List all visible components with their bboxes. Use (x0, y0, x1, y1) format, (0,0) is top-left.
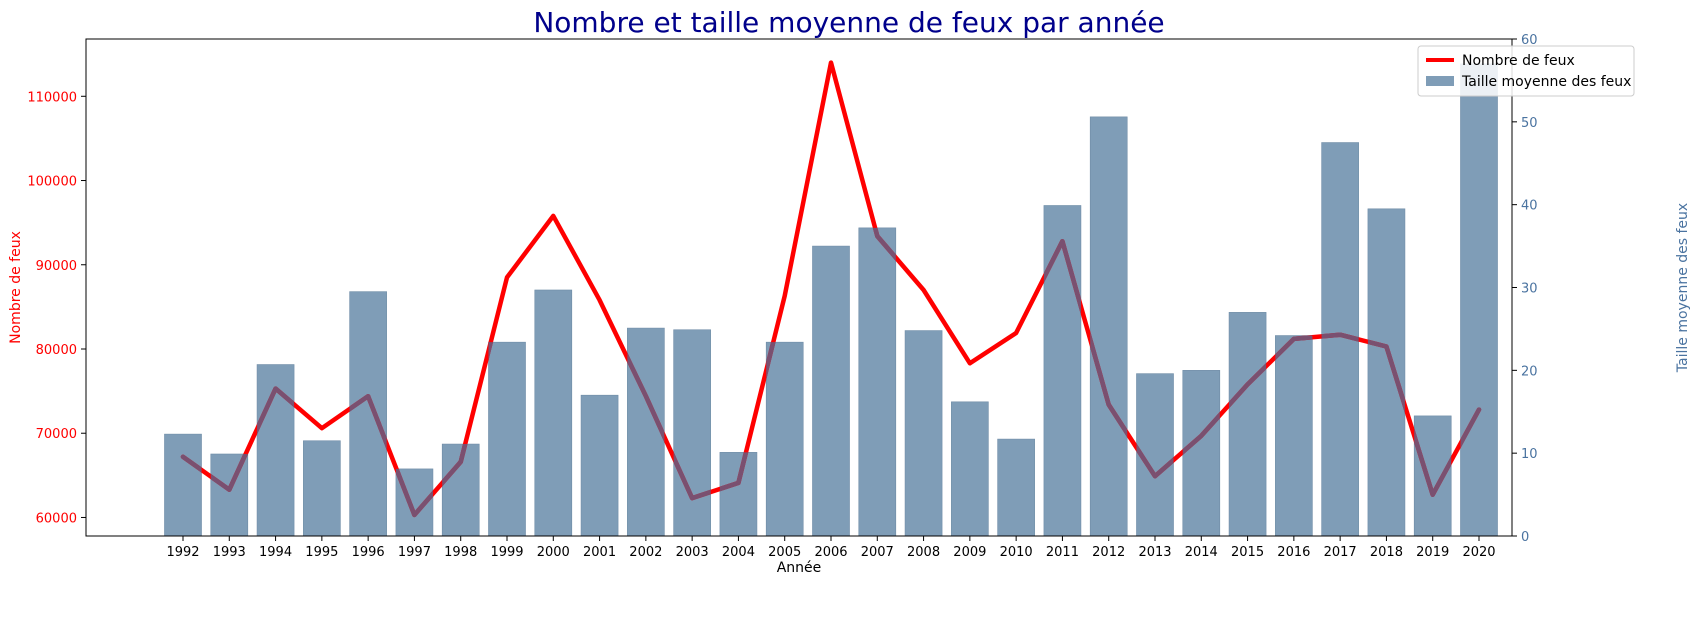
y-axis-right: 0 10 20 30 40 50 60 (1512, 33, 1538, 545)
x-tick-label: 1995 (305, 545, 338, 560)
x-tick-label: 2005 (768, 545, 801, 560)
chart-title: Nombre et taille moyenne de feux par ann… (533, 6, 1164, 39)
y-left-tick-label: 70000 (36, 427, 77, 442)
bar (488, 341, 526, 537)
x-tick-label: 2017 (1324, 545, 1357, 560)
line-bar-overlay (180, 227, 1482, 518)
y-left-tick-label: 90000 (36, 259, 77, 274)
x-tick-label: 2015 (1231, 545, 1264, 560)
x-tick-label: 2002 (629, 545, 662, 560)
bar (349, 291, 387, 537)
x-axis: 1992 1993 1994 1995 1996 1997 1998 1999 2000 2001… (166, 536, 1496, 560)
x-tick-label: 2019 (1416, 545, 1449, 560)
x-axis-label: Année (777, 560, 822, 576)
x-tick-label: 1999 (490, 545, 523, 560)
x-tick-label: 1997 (398, 545, 431, 560)
bar (1367, 208, 1406, 537)
bar (1182, 370, 1221, 537)
x-tick-label: 2020 (1462, 545, 1495, 560)
x-tick-label: 2003 (676, 545, 709, 560)
y-right-tick-label: 0 (1521, 530, 1529, 545)
x-tick-label: 1992 (166, 545, 199, 560)
y-axis-right-label: Taille moyenne des feux (1675, 203, 1691, 373)
bar (673, 329, 711, 537)
bar (1275, 335, 1313, 537)
line-segment-over-bar (395, 468, 433, 518)
x-tick-label: 2000 (537, 545, 570, 560)
x-tick-label: 2011 (1046, 545, 1079, 560)
line-segment-over-bar (1229, 363, 1267, 409)
y-axis-left: 60000 70000 80000 90000 100000 110000 (27, 90, 86, 526)
bar (1228, 312, 1267, 537)
legend-entry-bar: Taille moyenne des feux (1461, 74, 1631, 90)
x-tick-label: 2018 (1370, 545, 1403, 560)
y-axis-left-label: Nombre de feux (8, 231, 24, 344)
y-left-tick-label: 60000 (36, 511, 77, 526)
x-tick-label: 2009 (953, 545, 986, 560)
x-tick-label: 1994 (259, 545, 292, 560)
x-tick-label: 2008 (907, 545, 940, 560)
y-left-tick-label: 100000 (27, 175, 77, 190)
bar (812, 245, 850, 537)
bar (303, 440, 341, 537)
y-right-tick-label: 30 (1521, 282, 1538, 297)
y-right-tick-label: 20 (1521, 364, 1538, 379)
y-left-tick-label: 110000 (27, 90, 77, 105)
bar (765, 341, 804, 537)
bar (904, 330, 943, 537)
x-tick-label: 2006 (814, 545, 847, 560)
legend-entry-line: Nombre de feux (1462, 53, 1575, 69)
x-tick-label: 1998 (444, 545, 477, 560)
bar (1460, 63, 1498, 537)
line-series (180, 60, 1482, 518)
x-tick-label: 1996 (352, 545, 385, 560)
bar (951, 401, 989, 537)
bar (580, 394, 619, 537)
x-tick-label: 2012 (1092, 545, 1125, 560)
bar (719, 452, 758, 537)
x-tick-label: 1993 (213, 545, 246, 560)
bar (1413, 415, 1452, 537)
y-right-tick-label: 60 (1521, 33, 1538, 48)
x-tick-label: 2014 (1185, 545, 1218, 560)
x-tick-label: 2001 (583, 545, 616, 560)
y-right-tick-label: 50 (1521, 116, 1538, 131)
y-left-tick-label: 80000 (36, 343, 77, 358)
bar (997, 438, 1035, 537)
legend-box (1417, 45, 1635, 97)
bar (1043, 205, 1082, 537)
x-tick-label: 2004 (722, 545, 755, 560)
y-right-tick-label: 40 (1521, 199, 1538, 214)
bar (534, 289, 573, 537)
bar (858, 227, 897, 537)
bar-series (164, 63, 1498, 537)
bar (1089, 116, 1128, 537)
y-right-tick-label: 10 (1521, 447, 1538, 462)
x-tick-label: 2016 (1277, 545, 1310, 560)
bar (164, 433, 202, 537)
legend: Nombre de feux Taille moyenne des feux (1417, 45, 1635, 97)
bar (627, 327, 665, 537)
x-tick-label: 2010 (1000, 545, 1033, 560)
x-tick-label: 2007 (861, 545, 894, 560)
legend-swatch-bar (1426, 76, 1454, 86)
x-tick-label: 2013 (1138, 545, 1171, 560)
